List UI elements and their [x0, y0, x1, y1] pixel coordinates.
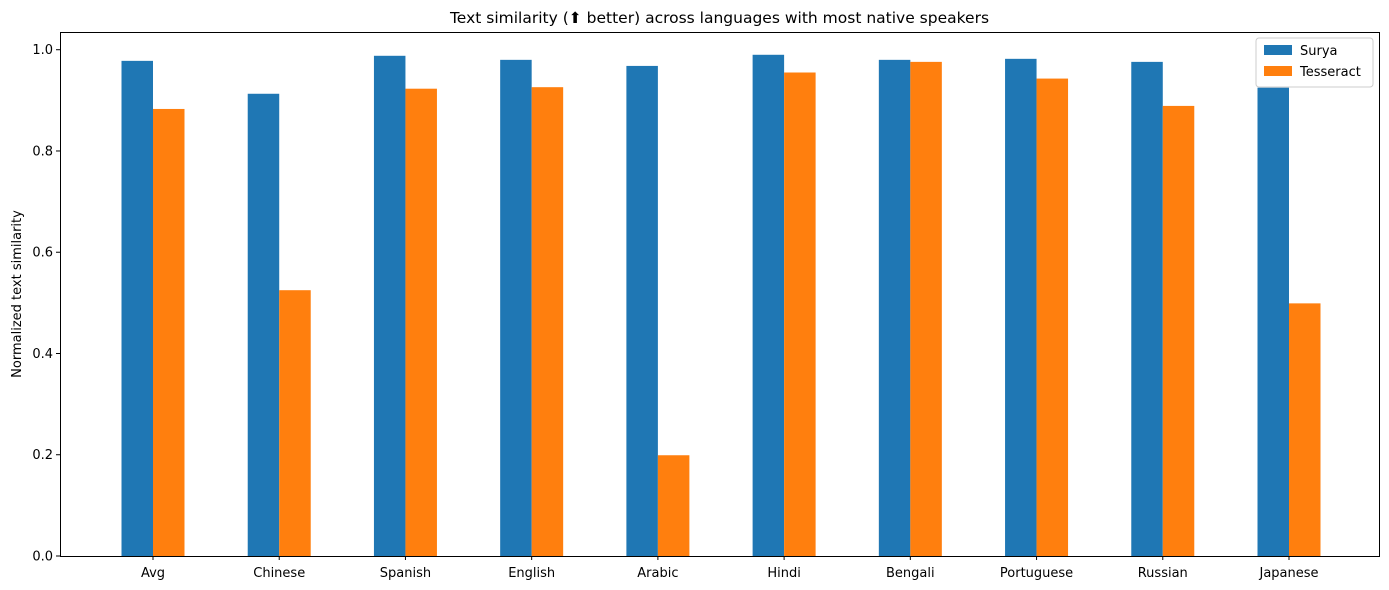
y-axis-ticks: 0.0 0.2 0.4 0.6 0.8 1.0 — [32, 43, 60, 565]
bar-tesseract-portuguese — [1036, 78, 1069, 557]
bar-tesseract-hindi — [784, 72, 816, 557]
bar-tesseract-avg — [153, 108, 185, 556]
y-tick-label: 0.2 — [32, 448, 53, 463]
bar-surya-arabic — [626, 65, 658, 556]
x-tick-label: Arabic — [637, 566, 678, 581]
legend-swatch-surya — [1264, 45, 1292, 55]
x-tick-label: Russian — [1138, 566, 1188, 581]
x-tick-label: English — [508, 566, 555, 581]
y-tick-label: 0.6 — [32, 246, 53, 261]
chart-title: Text similarity (⬆ better) across langua… — [449, 9, 989, 27]
x-tick-label: Avg — [141, 566, 165, 581]
legend-swatch-tesseract — [1264, 66, 1292, 76]
bar-tesseract-arabic — [657, 455, 690, 556]
x-tick-label: Chinese — [253, 566, 305, 581]
y-tick-label: 0.4 — [32, 347, 53, 362]
bar-tesseract-russian — [1162, 105, 1195, 557]
bar-surya-avg — [121, 60, 153, 556]
bar-surya-spanish — [373, 55, 406, 557]
legend: Surya Tesseract — [1255, 37, 1374, 88]
legend-label-tesseract: Tesseract — [1299, 65, 1361, 80]
x-tick-label: Bengali — [886, 566, 935, 581]
x-tick-label: Japanese — [1258, 566, 1318, 581]
y-tick-label: 0.8 — [32, 144, 53, 159]
y-tick-label: 1.0 — [32, 43, 53, 58]
y-tick-label: 0.0 — [32, 550, 53, 565]
bar-tesseract-chinese — [279, 290, 311, 556]
bar-surya-chinese — [247, 93, 280, 557]
bar-surya-russian — [1131, 61, 1163, 556]
plot-area-frame — [60, 32, 1380, 557]
x-axis-ticks: Avg Chinese Spanish English Arabic Hindi Benga… — [141, 556, 1319, 581]
bar-surya-english — [500, 59, 532, 557]
bar-tesseract-english — [531, 87, 564, 556]
x-tick-label: Portuguese — [1000, 566, 1073, 581]
bar-surya-japanese — [1257, 87, 1289, 556]
x-tick-label: Hindi — [767, 566, 801, 581]
y-axis-label: Normalized text similarity — [10, 210, 25, 378]
bar-tesseract-spanish — [405, 88, 437, 557]
bar-surya-bengali — [878, 59, 911, 557]
bar-surya-hindi — [752, 54, 785, 557]
bars-group — [121, 54, 1321, 557]
x-tick-label: Spanish — [380, 566, 431, 581]
bar-tesseract-japanese — [1289, 303, 1321, 556]
bar-surya-portuguese — [1005, 58, 1037, 556]
legend-label-surya: Surya — [1300, 44, 1338, 59]
bar-tesseract-bengali — [910, 61, 942, 556]
